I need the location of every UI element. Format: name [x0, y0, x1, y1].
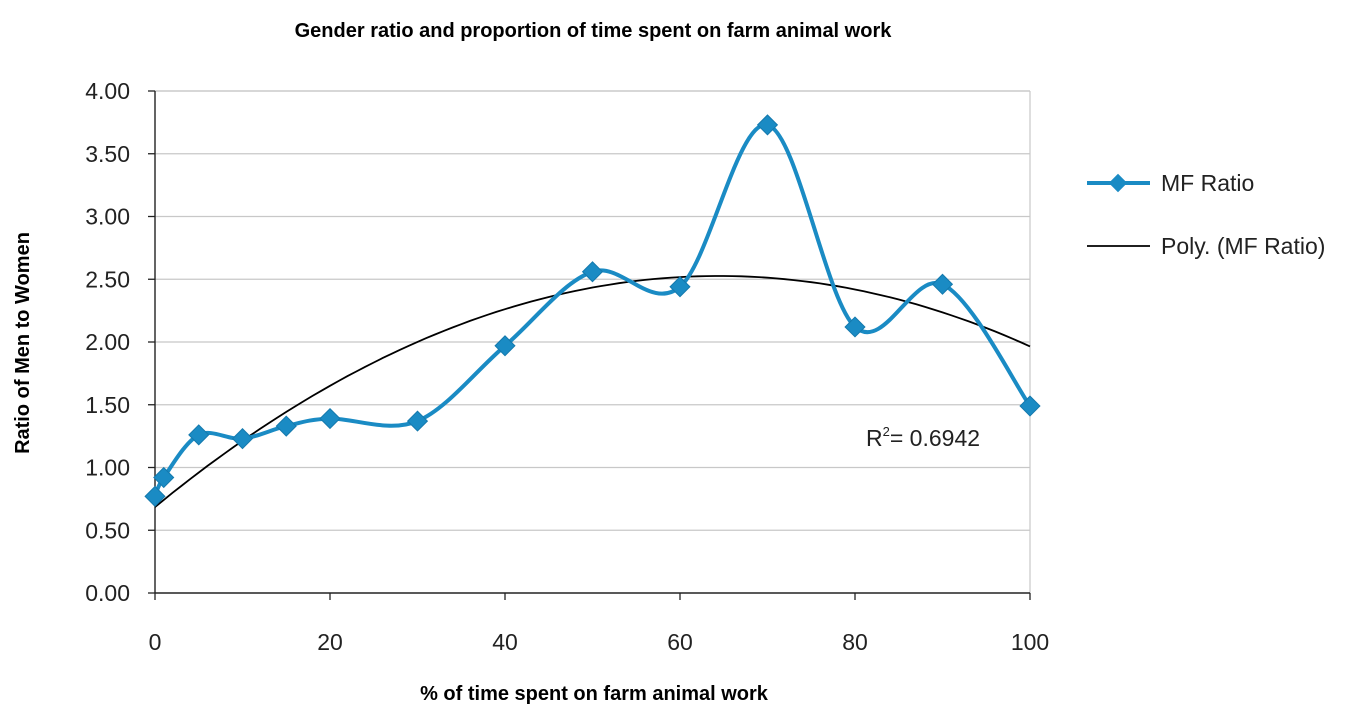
legend: MF Ratio Poly. (MF Ratio)	[1087, 170, 1325, 259]
legend-item-poly-trendline: Poly. (MF Ratio)	[1087, 233, 1325, 259]
y-tick-label: 3.50	[85, 141, 130, 167]
data-point-marker	[188, 424, 210, 446]
y-tick-label: 4.00	[85, 78, 130, 104]
gridlines	[148, 90, 1030, 594]
data-point-marker	[494, 335, 516, 357]
series-markers	[144, 114, 1041, 507]
data-point-marker	[844, 316, 866, 338]
data-point-marker	[275, 415, 297, 437]
y-tick-labels: 0.00 0.50 1.00 1.50 2.00 2.50 3.00 3.50 4.00	[85, 78, 130, 606]
data-point-marker	[1019, 395, 1041, 417]
x-tick-label: 100	[1011, 629, 1049, 655]
data-point-marker	[931, 273, 954, 295]
data-point-marker	[144, 485, 166, 507]
y-tick-label: 1.00	[85, 455, 130, 481]
x-tick-label: 0	[149, 629, 162, 655]
axes	[154, 90, 1031, 594]
data-point-marker	[406, 410, 429, 432]
x-tick-labels: 0 20 40 60 80 100	[149, 593, 1049, 655]
r-squared-annotation: R2= 0.6942	[866, 424, 980, 451]
legend-diamond-marker	[1108, 173, 1128, 193]
legend-label-mf-ratio: MF Ratio	[1161, 170, 1254, 196]
y-tick-label: 3.00	[85, 204, 130, 230]
x-tick-label: 60	[667, 629, 693, 655]
trendline	[154, 275, 1031, 508]
y-tick-label: 1.50	[85, 392, 130, 418]
y-tick-label: 2.00	[85, 329, 130, 355]
legend-item-mf-ratio: MF Ratio	[1087, 170, 1254, 196]
data-point-marker	[669, 276, 691, 298]
r-squared-exponent: 2	[883, 424, 890, 439]
y-tick-label: 2.50	[85, 266, 130, 292]
legend-label-poly-trendline: Poly. (MF Ratio)	[1161, 233, 1325, 259]
r-squared-base: R	[866, 425, 883, 451]
data-point-marker	[756, 114, 779, 136]
data-point-marker	[153, 466, 175, 489]
r-squared-value: = 0.6942	[890, 425, 980, 451]
data-point-marker	[319, 407, 341, 430]
data-point-marker	[581, 261, 604, 283]
x-tick-label: 20	[317, 629, 343, 655]
x-tick-label: 80	[842, 629, 868, 655]
data-point-marker	[231, 428, 254, 450]
x-axis-label: % of time spent on farm animal work	[420, 683, 769, 705]
y-tick-label: 0.00	[85, 580, 130, 606]
y-axis-label: Ratio of Men to Women	[12, 232, 34, 454]
y-tick-label: 0.50	[85, 517, 130, 543]
chart-title: Gender ratio and proportion of time spen…	[295, 20, 893, 42]
x-tick-label: 40	[492, 629, 518, 655]
